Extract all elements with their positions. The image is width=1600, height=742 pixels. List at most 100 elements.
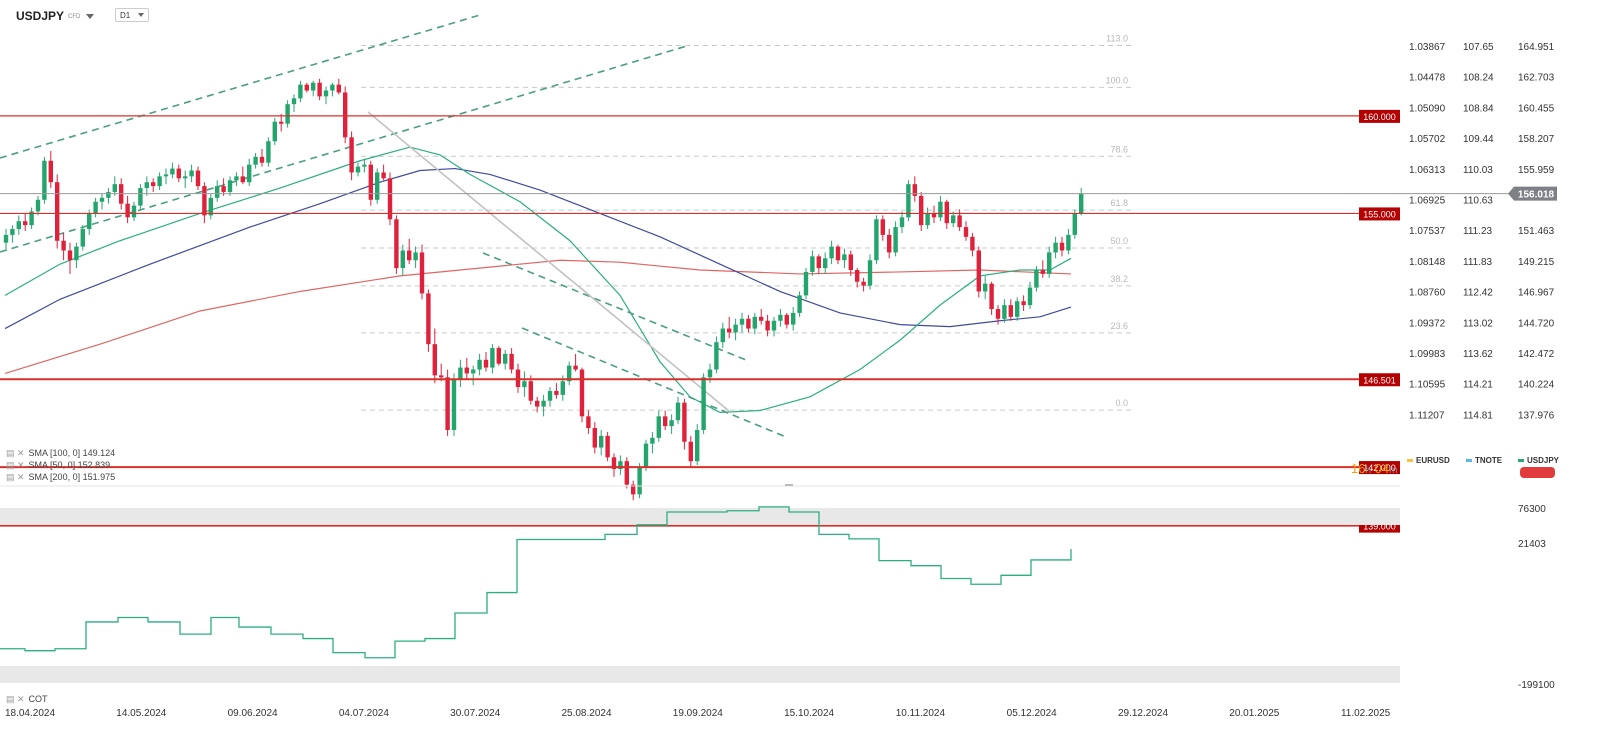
eurusd-axis-tick-label: 1.08148 [1409,257,1446,268]
x-axis-tick-label: 19.09.2024 [673,708,723,719]
candle-up [285,104,290,124]
candle-up [93,201,98,214]
x-axis-tick-label: 25.08.2024 [561,708,611,719]
candle-up [829,246,834,259]
candle-down [816,256,821,269]
candle-up [323,90,329,97]
fibonacci-level-label: 50.0 [1110,236,1128,246]
candle-down [912,184,917,196]
y-axis-tick-label: 162.703 [1518,73,1555,84]
indicator-sma-100[interactable]: ▤ ✕ SMA [100, 0] 149.124 [6,448,115,459]
candle-up [650,437,655,444]
candle-down [304,84,309,91]
legend-swatch [1407,459,1413,463]
candle-down [624,461,629,485]
candle-up [215,186,220,198]
candle-down [586,416,591,429]
candle-up [1034,270,1039,288]
y-axis-tick-label: 144.720 [1518,318,1555,329]
candle-up [99,197,105,202]
candle-down [919,195,924,226]
eurusd-axis-tick-label: 1.11207 [1409,410,1445,421]
candle-down [387,178,393,220]
candle-down [880,219,885,235]
candle-down [349,137,354,173]
x-axis-tick-label: 30.07.2024 [450,708,500,719]
x-axis-tick-label: 14.05.2024 [116,708,166,719]
x-axis-tick-label: 05.12.2024 [1007,708,1057,719]
settings-icon[interactable]: ▤ ✕ [6,460,25,470]
indicator-sma-50[interactable]: ▤ ✕ SMA [50, 0] 152.839 [6,460,110,471]
candle-down [931,213,937,218]
candle-down [67,250,73,261]
candle-down [151,182,156,187]
settings-icon[interactable]: ▤ ✕ [6,448,25,458]
candle-up [810,256,815,272]
indicator-cot[interactable]: ▤ ✕ COT [6,694,48,705]
candle-down [944,201,949,224]
candle-down [48,160,53,183]
candle-up [234,176,239,181]
candle-down [631,484,636,495]
settings-icon[interactable]: ▤ ✕ [6,472,25,482]
candle-up [599,435,604,448]
candle-down [887,234,892,253]
candle-down [1040,270,1045,274]
fibonacci-level-label: 23.6 [1110,321,1128,331]
trend-channel-line [482,252,747,361]
tnote-axis-tick-label: 114.21 [1463,380,1493,391]
eurusd-axis-tick-label: 1.09372 [1409,318,1446,329]
candle-down [432,344,437,376]
candle-up [311,82,316,91]
candle-up [823,258,828,269]
cot-lower-band [0,666,1400,683]
candle-up [170,168,175,175]
candle-up [112,184,117,192]
candle-up [547,390,553,401]
candle-down [746,318,751,329]
instrument-type: CFD [68,13,81,20]
candle-down [195,170,201,187]
candle-up [291,98,297,105]
candle-up [247,164,252,183]
compare-usdjpy[interactable]: USDJPY [1518,456,1559,465]
candle-up [899,217,905,228]
candle-up [208,197,213,216]
candle-down [439,375,444,378]
legend-swatch [1466,459,1472,463]
indicator-sma-200[interactable]: ▤ ✕ SMA [200, 0] 151.975 [6,472,115,483]
candle-up [503,353,508,364]
candle-up [1015,301,1020,317]
candle-down [259,156,265,163]
tnote-axis-tick-label: 108.24 [1463,73,1494,84]
candle-up [951,215,956,224]
current-price-label: 156.018 [1518,190,1555,201]
candle-down [176,168,181,179]
candle-up [471,369,476,374]
candle-down [221,186,226,192]
candle-up [720,328,725,343]
settings-icon[interactable]: ▤ ✕ [6,694,25,704]
candle-up [451,379,457,430]
timeframe-dropdown[interactable]: D1 [115,8,149,22]
eurusd-axis-tick-label: 1.04478 [1409,73,1446,84]
compare-tnote[interactable]: TNOTE [1466,456,1502,465]
candle-down [592,428,597,448]
candle-down [573,365,578,370]
candle-down [202,186,207,216]
sma-200-line [4,259,1072,374]
compare-eurusd[interactable]: EURUSD [1407,456,1450,465]
eurusd-axis-tick-label: 1.06313 [1409,165,1446,176]
y-axis-tick-label: 149.215 [1518,257,1555,268]
symbol-selector[interactable]: USDJPY CFD [16,9,95,23]
candle-up [656,416,661,438]
candle-up [3,234,9,243]
fibonacci-level-label: 38.2 [1110,274,1128,284]
candle-up [106,191,111,198]
candle-up [189,170,194,177]
eurusd-axis-tick-label: 1.10595 [1409,380,1446,391]
compare-toggle-button[interactable] [1520,467,1555,478]
candle-down [368,164,373,200]
x-axis-tick-label: 18.04.2024 [5,708,55,719]
